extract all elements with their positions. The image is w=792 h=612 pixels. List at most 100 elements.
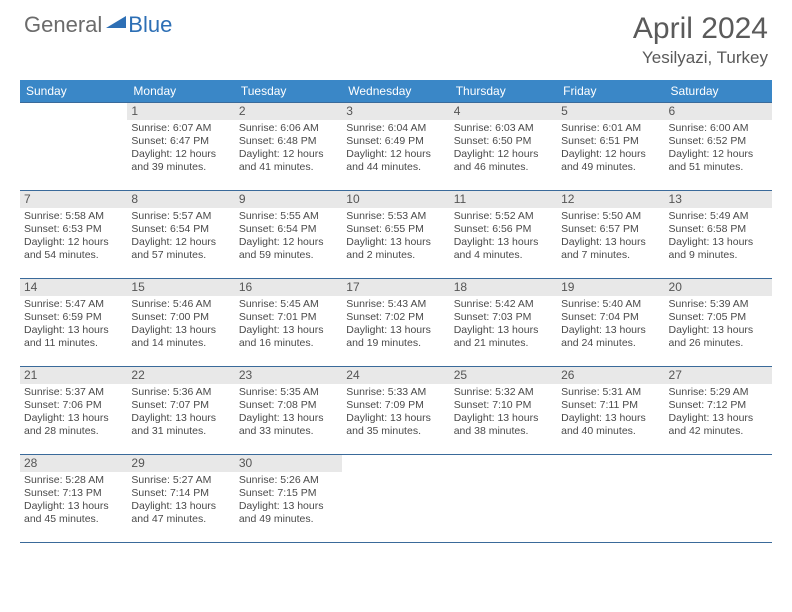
daylight-text: Daylight: 13 hours: [346, 236, 445, 249]
calendar-day-cell: 23Sunrise: 5:35 AMSunset: 7:08 PMDayligh…: [235, 367, 342, 455]
weekday-header: Friday: [557, 80, 664, 103]
daylight-text: and 16 minutes.: [239, 337, 338, 350]
daylight-text: Daylight: 13 hours: [131, 324, 230, 337]
calendar-day-cell: 4Sunrise: 6:03 AMSunset: 6:50 PMDaylight…: [450, 103, 557, 191]
daylight-text: Daylight: 13 hours: [131, 500, 230, 513]
sunset-text: Sunset: 6:50 PM: [454, 135, 553, 148]
daylight-text: and 46 minutes.: [454, 161, 553, 174]
sunset-text: Sunset: 7:03 PM: [454, 311, 553, 324]
daylight-text: Daylight: 13 hours: [24, 412, 123, 425]
sunrise-text: Sunrise: 5:31 AM: [561, 386, 660, 399]
day-number: 17: [342, 279, 449, 296]
sunrise-text: Sunrise: 5:37 AM: [24, 386, 123, 399]
month-title: April 2024: [633, 12, 768, 46]
sunrise-text: Sunrise: 6:01 AM: [561, 122, 660, 135]
sunrise-text: Sunrise: 5:43 AM: [346, 298, 445, 311]
sunrise-text: Sunrise: 5:28 AM: [24, 474, 123, 487]
sunrise-text: Sunrise: 5:39 AM: [669, 298, 768, 311]
daylight-text: and 35 minutes.: [346, 425, 445, 438]
day-number: 12: [557, 191, 664, 208]
daylight-text: and 42 minutes.: [669, 425, 768, 438]
day-number: 1: [127, 103, 234, 120]
sunrise-text: Sunrise: 5:58 AM: [24, 210, 123, 223]
daylight-text: Daylight: 13 hours: [669, 412, 768, 425]
daylight-text: and 19 minutes.: [346, 337, 445, 350]
sunset-text: Sunset: 7:01 PM: [239, 311, 338, 324]
sunrise-text: Sunrise: 5:57 AM: [131, 210, 230, 223]
day-number: 8: [127, 191, 234, 208]
sunset-text: Sunset: 7:15 PM: [239, 487, 338, 500]
sunset-text: Sunset: 7:02 PM: [346, 311, 445, 324]
sunset-text: Sunset: 6:47 PM: [131, 135, 230, 148]
day-number: 19: [557, 279, 664, 296]
daylight-text: and 44 minutes.: [346, 161, 445, 174]
sunrise-text: Sunrise: 6:04 AM: [346, 122, 445, 135]
daylight-text: and 45 minutes.: [24, 513, 123, 526]
daylight-text: Daylight: 13 hours: [454, 412, 553, 425]
daylight-text: Daylight: 12 hours: [454, 148, 553, 161]
sunset-text: Sunset: 7:06 PM: [24, 399, 123, 412]
sunset-text: Sunset: 7:11 PM: [561, 399, 660, 412]
daylight-text: and 57 minutes.: [131, 249, 230, 262]
calendar-head: SundayMondayTuesdayWednesdayThursdayFrid…: [20, 80, 772, 103]
sunrise-text: Sunrise: 5:32 AM: [454, 386, 553, 399]
day-number: 24: [342, 367, 449, 384]
sunset-text: Sunset: 7:05 PM: [669, 311, 768, 324]
day-number: 29: [127, 455, 234, 472]
day-number: 7: [20, 191, 127, 208]
calendar-day-cell: 10Sunrise: 5:53 AMSunset: 6:55 PMDayligh…: [342, 191, 449, 279]
calendar-day-cell: 3Sunrise: 6:04 AMSunset: 6:49 PMDaylight…: [342, 103, 449, 191]
day-number: 6: [665, 103, 772, 120]
logo: General Blue: [24, 12, 172, 38]
calendar-week-row: 14Sunrise: 5:47 AMSunset: 6:59 PMDayligh…: [20, 279, 772, 367]
calendar-day-cell: 2Sunrise: 6:06 AMSunset: 6:48 PMDaylight…: [235, 103, 342, 191]
calendar-week-row: 28Sunrise: 5:28 AMSunset: 7:13 PMDayligh…: [20, 455, 772, 543]
day-number: 2: [235, 103, 342, 120]
day-number: 28: [20, 455, 127, 472]
calendar-day-cell: 6Sunrise: 6:00 AMSunset: 6:52 PMDaylight…: [665, 103, 772, 191]
calendar-week-row: 21Sunrise: 5:37 AMSunset: 7:06 PMDayligh…: [20, 367, 772, 455]
day-number: 22: [127, 367, 234, 384]
calendar-day-cell: 25Sunrise: 5:32 AMSunset: 7:10 PMDayligh…: [450, 367, 557, 455]
calendar-day-cell: 29Sunrise: 5:27 AMSunset: 7:14 PMDayligh…: [127, 455, 234, 543]
daylight-text: and 31 minutes.: [131, 425, 230, 438]
daylight-text: and 39 minutes.: [131, 161, 230, 174]
calendar-week-row: 7Sunrise: 5:58 AMSunset: 6:53 PMDaylight…: [20, 191, 772, 279]
header: General Blue April 2024 Yesilyazi, Turke…: [0, 0, 792, 74]
sunset-text: Sunset: 6:51 PM: [561, 135, 660, 148]
calendar-day-cell: [342, 455, 449, 543]
day-number: 11: [450, 191, 557, 208]
calendar-day-cell: 7Sunrise: 5:58 AMSunset: 6:53 PMDaylight…: [20, 191, 127, 279]
sunrise-text: Sunrise: 6:00 AM: [669, 122, 768, 135]
calendar-day-cell: 27Sunrise: 5:29 AMSunset: 7:12 PMDayligh…: [665, 367, 772, 455]
day-number: 5: [557, 103, 664, 120]
sunset-text: Sunset: 7:04 PM: [561, 311, 660, 324]
day-number: 21: [20, 367, 127, 384]
calendar-day-cell: 5Sunrise: 6:01 AMSunset: 6:51 PMDaylight…: [557, 103, 664, 191]
sunrise-text: Sunrise: 5:47 AM: [24, 298, 123, 311]
calendar-day-cell: 28Sunrise: 5:28 AMSunset: 7:13 PMDayligh…: [20, 455, 127, 543]
daylight-text: Daylight: 13 hours: [454, 236, 553, 249]
calendar-table: SundayMondayTuesdayWednesdayThursdayFrid…: [20, 80, 772, 543]
calendar-day-cell: 13Sunrise: 5:49 AMSunset: 6:58 PMDayligh…: [665, 191, 772, 279]
daylight-text: Daylight: 13 hours: [346, 412, 445, 425]
calendar-day-cell: [557, 455, 664, 543]
day-number: 13: [665, 191, 772, 208]
sunrise-text: Sunrise: 6:06 AM: [239, 122, 338, 135]
daylight-text: Daylight: 12 hours: [131, 148, 230, 161]
calendar-week-row: 1Sunrise: 6:07 AMSunset: 6:47 PMDaylight…: [20, 103, 772, 191]
calendar-day-cell: 14Sunrise: 5:47 AMSunset: 6:59 PMDayligh…: [20, 279, 127, 367]
daylight-text: Daylight: 13 hours: [454, 324, 553, 337]
daylight-text: Daylight: 12 hours: [239, 236, 338, 249]
day-number: 30: [235, 455, 342, 472]
daylight-text: Daylight: 13 hours: [24, 324, 123, 337]
calendar-day-cell: 15Sunrise: 5:46 AMSunset: 7:00 PMDayligh…: [127, 279, 234, 367]
daylight-text: Daylight: 13 hours: [239, 324, 338, 337]
sunset-text: Sunset: 7:12 PM: [669, 399, 768, 412]
daylight-text: Daylight: 13 hours: [239, 412, 338, 425]
calendar-day-cell: 16Sunrise: 5:45 AMSunset: 7:01 PMDayligh…: [235, 279, 342, 367]
calendar-body: 1Sunrise: 6:07 AMSunset: 6:47 PMDaylight…: [20, 103, 772, 543]
calendar-day-cell: [20, 103, 127, 191]
sunrise-text: Sunrise: 6:03 AM: [454, 122, 553, 135]
daylight-text: and 4 minutes.: [454, 249, 553, 262]
